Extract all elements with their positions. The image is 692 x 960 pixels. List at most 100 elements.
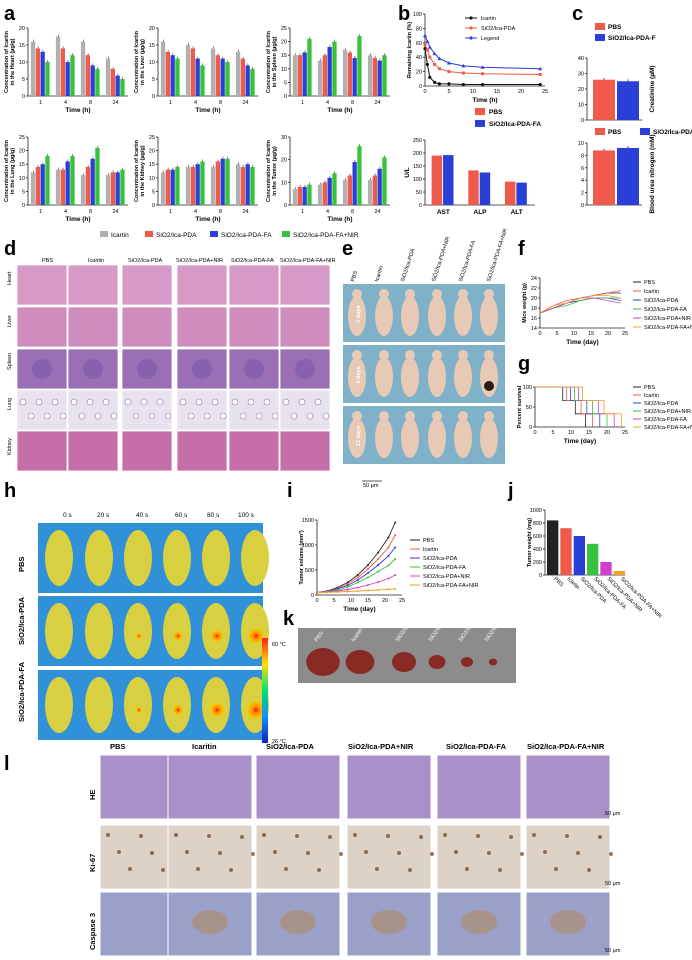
panel-b-line-point <box>461 71 465 75</box>
panel-i-point <box>387 536 390 539</box>
mouse-body <box>401 296 419 336</box>
thermal-mouse <box>85 677 113 733</box>
panel-a-chart-1-xtick-label: 1 <box>39 100 42 106</box>
panel-i-point <box>367 568 369 570</box>
panel-a-chart-6-ytick-label: 0 <box>284 203 287 209</box>
panel-a-chart-1-xlabel: Time (h) <box>65 107 90 114</box>
panel-a-chart-5-ytick-label: 15 <box>149 162 155 168</box>
panel-i-legend-label: SiO2/Ica-PDA-FA <box>423 565 466 571</box>
panel-a-chart-6-ylabel-2: in the Tumor (µg/g) <box>272 146 278 196</box>
ki67-positive-cell <box>273 850 277 854</box>
ki67-positive-cell <box>375 867 379 871</box>
panel-a-chart-6-bar <box>297 186 302 205</box>
panel-g-ytick-label: 100 <box>523 385 532 391</box>
tumor-specimen <box>488 658 498 666</box>
panel-i-point <box>377 589 380 591</box>
panel-i-point <box>346 586 349 588</box>
histology-image-d <box>67 430 119 472</box>
mouse-head <box>352 289 362 299</box>
thermal-hotspot <box>211 630 223 642</box>
lung-alveolus <box>94 412 102 420</box>
panel-g-legend-label: Icartin <box>644 393 659 399</box>
panel-b-bar-bar <box>479 172 491 205</box>
panel-b-line-ytick-label: 0 <box>419 84 422 90</box>
ki67-positive-cell <box>317 868 321 872</box>
panel-i-point <box>356 590 359 592</box>
panel-i-point <box>367 576 369 579</box>
panel-i-xtick-label: 0 <box>315 598 318 604</box>
panel-label-c: c <box>572 3 583 25</box>
panel-a-legend: Icartin SiO2/Ica-PDA SiO2/Ica-PDA-FA SiO… <box>100 231 359 239</box>
panel-b-line-point <box>432 51 437 56</box>
tumor-specimen <box>428 655 446 669</box>
panel-c-top-legend-swatch <box>595 23 605 30</box>
panel-i-xlabel: Time (day) <box>343 606 375 613</box>
panel-b-bar-ytick-label: 100 <box>413 177 422 183</box>
panel-c-top-bar <box>593 79 615 120</box>
ki67-positive-cell <box>587 868 591 872</box>
panel-f-legend-label: SiO2/Ica-PDA <box>644 298 679 304</box>
ki67-positive-cell <box>251 852 255 856</box>
e-col-sio2-ica-pda-nir: SiO2/Ica-PDA+NIR <box>431 236 451 283</box>
panel-a-chart-2-ylabel-2: in the Liver (µg/g) <box>140 39 146 85</box>
panel-c-bottom-ytick-label: 4 <box>581 178 584 184</box>
mouse-head <box>458 350 468 360</box>
d-col-pbs: PBS <box>42 258 53 264</box>
panel-a-chart-3-bar <box>367 55 373 96</box>
panel-a-chart-1-ytick-label: 15 <box>19 43 25 49</box>
panel-b-line-xtick-label: 5 <box>447 89 450 95</box>
ki67-positive-cell <box>576 851 580 855</box>
panel-a-chart-5-ytick-label: 0 <box>152 203 155 209</box>
panel-g-xtick-label: 10 <box>568 430 574 436</box>
panel-b-line-xtick-label: 0 <box>423 89 426 95</box>
panel-a-chart-4-xtick-label: 1 <box>39 209 42 215</box>
histology-image-d <box>121 306 173 348</box>
panel-j-bar <box>613 571 625 575</box>
tumor-mass <box>484 381 494 391</box>
panel-c-top-legend-swatch <box>595 34 605 41</box>
ki67-positive-cell <box>565 834 569 838</box>
panel-i-point <box>387 577 390 580</box>
panel-a-chart-3-bar <box>377 60 382 96</box>
panel-a-chart-2-bar <box>210 48 216 96</box>
panel-j-ytick-label: 200 <box>533 560 542 566</box>
panel-a-chart-5-ytick-label: 20 <box>149 149 155 155</box>
panel-a-chart-5-bar <box>165 169 170 205</box>
panel-b-line-point <box>425 48 429 52</box>
spleen-follicle <box>192 359 212 379</box>
histology-scale-bar: 50 µm <box>605 948 621 954</box>
panel-a-chart-2-bar <box>225 62 230 96</box>
h-time-100: 100 s <box>238 512 255 519</box>
panel-i-xtick-label: 25 <box>399 598 405 604</box>
mice-row-label: 3 days <box>356 366 362 383</box>
panel-j-ytick-label: 800 <box>533 521 542 527</box>
histology-image-d <box>16 389 68 431</box>
panel-g-xtick-label: 20 <box>604 430 610 436</box>
panel-b-bar-ytick-label: 50 <box>416 190 422 196</box>
mouse-body <box>428 357 446 397</box>
panel-label-a: a <box>4 3 16 25</box>
panel-b-bar-ytick-label: 0 <box>419 203 422 209</box>
panel-a-chart-3-bar <box>382 55 387 96</box>
panel-b-line-point <box>433 80 437 84</box>
panel-f-legend-label: SiO2/Ica-PDA-FA <box>644 307 687 313</box>
lung-alveolus <box>282 398 290 406</box>
panel-label-e: e <box>342 238 353 260</box>
ki67-positive-cell <box>509 835 513 839</box>
histology-image-d <box>121 430 173 472</box>
panel-a-chart-3-bar <box>357 36 362 96</box>
spleen-follicle <box>295 359 315 379</box>
tumor-label: PBS <box>314 630 325 643</box>
panel-a-chart-1-ylabel-1: Concentration of Icartin <box>4 30 10 93</box>
histology-image-d <box>279 264 331 306</box>
panel-i-point <box>356 579 359 581</box>
h-time-80: 80 s <box>207 512 220 519</box>
panel-a-chart-6-bar <box>317 184 323 205</box>
mouse-head <box>379 350 389 360</box>
mice-row-label: 21 days <box>356 426 362 446</box>
panel-a-chart-6-ytick-label: 10 <box>281 180 287 186</box>
panel-a-chart-3-ylabel-2: in the Spleen (µg/g) <box>272 36 278 87</box>
lung-alveolus <box>59 412 67 420</box>
mouse-body <box>480 296 498 336</box>
